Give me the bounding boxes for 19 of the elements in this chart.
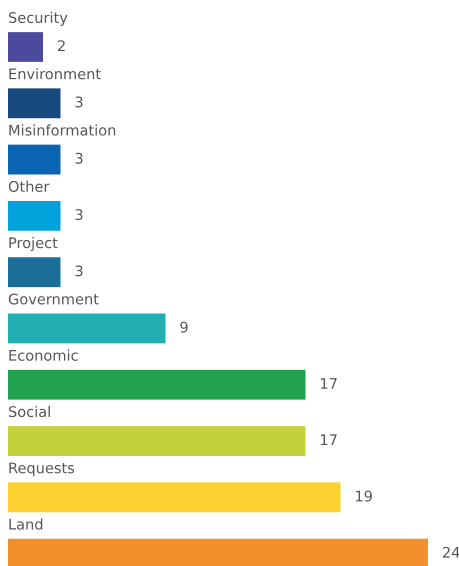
y-tick-label: Government (8, 294, 99, 305)
data-label: 2 (58, 40, 65, 52)
data-label: 3 (76, 96, 82, 108)
data-label: 3 (76, 265, 82, 276)
data-label: 3 (76, 209, 82, 220)
y-tick-label: Social (8, 406, 50, 418)
data-label: 19 (356, 490, 372, 502)
y-tick-label: Economic (9, 350, 78, 361)
y-tick-label: Other (8, 180, 50, 192)
y-tick-label: Misinformation (9, 124, 116, 136)
y-tick-label: Land (9, 518, 42, 530)
data-label: 17 (320, 378, 337, 389)
y-tick-label: Environment (9, 68, 101, 80)
data-label: 3 (76, 152, 82, 164)
y-tick-label: Requests (9, 462, 74, 476)
y-tick-label: Security (8, 12, 68, 26)
y-tick-label: Project (9, 236, 58, 252)
data-label: 17 (320, 434, 337, 446)
data-label: 9 (180, 322, 188, 333)
